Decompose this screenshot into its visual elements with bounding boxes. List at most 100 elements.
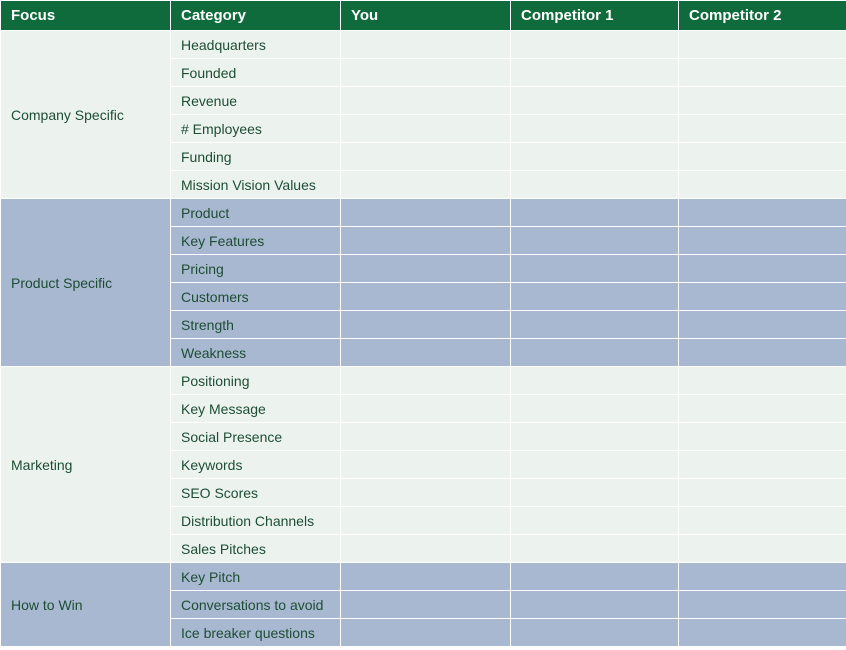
you-cell [341, 31, 511, 59]
competitor-2-cell [679, 255, 846, 283]
category-cell: Founded [171, 59, 341, 87]
category-cell: Headquarters [171, 31, 341, 59]
you-cell [341, 563, 511, 591]
category-cell: Sales Pitches [171, 535, 341, 563]
competitor-1-cell [511, 451, 679, 479]
competitor-2-cell [679, 451, 846, 479]
header-you: You [341, 1, 511, 31]
competitor-2-cell [679, 591, 846, 619]
you-cell [341, 115, 511, 143]
competitor-2-cell [679, 619, 846, 647]
category-cell: Key Features [171, 227, 341, 255]
competitor-1-cell [511, 507, 679, 535]
competitor-2-cell [679, 227, 846, 255]
competitor-analysis-table: Focus Category You Competitor 1 Competit… [0, 0, 846, 647]
header-row: Focus Category You Competitor 1 Competit… [1, 1, 846, 31]
you-cell [341, 339, 511, 367]
table-row: How to WinKey Pitch [1, 563, 846, 591]
you-cell [341, 479, 511, 507]
focus-cell: How to Win [1, 563, 171, 647]
competitor-1-cell [511, 311, 679, 339]
you-cell [341, 227, 511, 255]
you-cell [341, 395, 511, 423]
competitor-2-cell [679, 535, 846, 563]
category-cell: Keywords [171, 451, 341, 479]
competitor-1-cell [511, 227, 679, 255]
you-cell [341, 87, 511, 115]
competitor-1-cell [511, 143, 679, 171]
you-cell [341, 535, 511, 563]
category-cell: Positioning [171, 367, 341, 395]
competitor-2-cell [679, 395, 846, 423]
you-cell [341, 59, 511, 87]
category-cell: Customers [171, 283, 341, 311]
competitor-1-cell [511, 255, 679, 283]
competitor-1-cell [511, 87, 679, 115]
you-cell [341, 283, 511, 311]
category-cell: Key Message [171, 395, 341, 423]
category-cell: Funding [171, 143, 341, 171]
competitor-1-cell [511, 619, 679, 647]
category-cell: Mission Vision Values [171, 171, 341, 199]
competitor-2-cell [679, 87, 846, 115]
focus-cell: Company Specific [1, 31, 171, 199]
you-cell [341, 143, 511, 171]
category-cell: Revenue [171, 87, 341, 115]
category-cell: Ice breaker questions [171, 619, 341, 647]
you-cell [341, 591, 511, 619]
competitor-2-cell [679, 479, 846, 507]
category-cell: Social Presence [171, 423, 341, 451]
competitor-1-cell [511, 423, 679, 451]
you-cell [341, 619, 511, 647]
header-competitor-1: Competitor 1 [511, 1, 679, 31]
you-cell [341, 423, 511, 451]
competitor-1-cell [511, 535, 679, 563]
competitor-2-cell [679, 339, 846, 367]
competitor-1-cell [511, 115, 679, 143]
category-cell: # Employees [171, 115, 341, 143]
category-cell: Weakness [171, 339, 341, 367]
competitor-1-cell [511, 31, 679, 59]
competitor-2-cell [679, 171, 846, 199]
header-competitor-2: Competitor 2 [679, 1, 846, 31]
focus-cell: Marketing [1, 367, 171, 563]
you-cell [341, 199, 511, 227]
you-cell [341, 311, 511, 339]
competitor-2-cell [679, 311, 846, 339]
category-cell: SEO Scores [171, 479, 341, 507]
competitor-2-cell [679, 59, 846, 87]
category-cell: Distribution Channels [171, 507, 341, 535]
competitor-1-cell [511, 199, 679, 227]
table-row: MarketingPositioning [1, 367, 846, 395]
category-cell: Conversations to avoid [171, 591, 341, 619]
competitor-1-cell [511, 479, 679, 507]
competitor-2-cell [679, 143, 846, 171]
table-body: Company SpecificHeadquartersFoundedReven… [1, 31, 846, 647]
table-head: Focus Category You Competitor 1 Competit… [1, 1, 846, 31]
table-row: Product SpecificProduct [1, 199, 846, 227]
focus-cell: Product Specific [1, 199, 171, 367]
header-category: Category [171, 1, 341, 31]
competitor-1-cell [511, 563, 679, 591]
competitor-2-cell [679, 367, 846, 395]
category-cell: Product [171, 199, 341, 227]
competitor-2-cell [679, 507, 846, 535]
category-cell: Strength [171, 311, 341, 339]
competitor-1-cell [511, 339, 679, 367]
table-row: Company SpecificHeadquarters [1, 31, 846, 59]
you-cell [341, 367, 511, 395]
competitor-1-cell [511, 59, 679, 87]
competitor-2-cell [679, 115, 846, 143]
you-cell [341, 451, 511, 479]
competitor-2-cell [679, 199, 846, 227]
competitor-1-cell [511, 283, 679, 311]
you-cell [341, 507, 511, 535]
category-cell: Pricing [171, 255, 341, 283]
category-cell: Key Pitch [171, 563, 341, 591]
competitor-2-cell [679, 283, 846, 311]
competitor-2-cell [679, 423, 846, 451]
header-focus: Focus [1, 1, 171, 31]
competitor-1-cell [511, 367, 679, 395]
you-cell [341, 171, 511, 199]
you-cell [341, 255, 511, 283]
